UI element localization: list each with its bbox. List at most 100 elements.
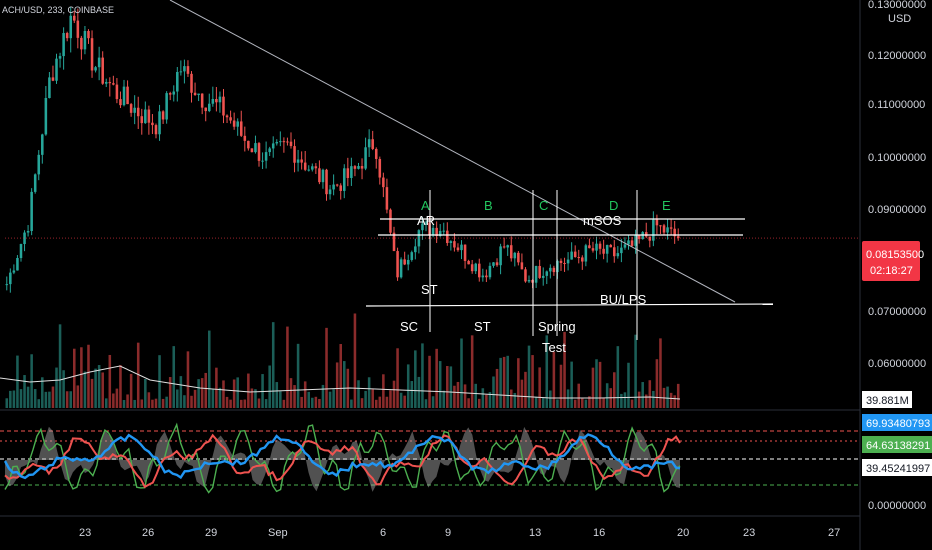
candle-body: [161, 111, 165, 120]
candle-body: [673, 228, 676, 237]
candle-body: [261, 160, 264, 162]
volume-bar: [360, 398, 364, 408]
volume-bar: [303, 381, 307, 408]
candle-body: [151, 122, 154, 126]
volume-bar: [126, 394, 129, 408]
volume-bar: [563, 331, 566, 408]
volume-bar: [438, 361, 442, 408]
candle-body: [314, 166, 318, 169]
candle-body: [613, 247, 616, 257]
candle-body: [346, 168, 350, 178]
volume-bar: [328, 391, 332, 408]
candle-body: [534, 265, 538, 283]
candle-body: [257, 143, 261, 161]
time-tick: 16: [593, 527, 605, 539]
volume-bar: [669, 392, 673, 408]
support-line: [365, 303, 774, 307]
volume-bar: [112, 393, 115, 408]
candle-body: [44, 98, 48, 135]
volume-bar: [488, 392, 492, 408]
candle-body: [311, 166, 314, 170]
candle-body: [573, 251, 577, 258]
volume-bar: [371, 389, 374, 408]
candle-body: [190, 73, 193, 93]
candle-body: [65, 33, 69, 39]
candle-body: [87, 31, 90, 39]
current-price: 0.08153500: [866, 249, 924, 261]
volume-bar: [467, 398, 470, 408]
volume-bar: [513, 392, 517, 408]
volume-bar: [80, 347, 83, 408]
candle-body: [371, 139, 374, 149]
volume-bar: [296, 343, 300, 408]
volume-bar: [172, 346, 176, 408]
candle-body: [595, 243, 598, 251]
volume-bar: [350, 399, 353, 408]
candle-body: [602, 248, 605, 254]
volume-bar: [122, 399, 126, 408]
volume-bar: [435, 348, 438, 408]
candle-body: [76, 20, 80, 38]
volume-bar: [19, 389, 23, 408]
volume-bar: [463, 384, 467, 408]
volume-bar: [232, 379, 236, 408]
time-tick: 6: [380, 527, 386, 539]
candle-body: [563, 262, 566, 264]
volume-bar: [41, 377, 44, 408]
volume-bar: [453, 385, 456, 408]
candle-body: [488, 265, 492, 278]
volume-bar: [51, 386, 55, 408]
candle-body: [16, 258, 19, 271]
price-candles: [5, 6, 860, 293]
candle-body: [279, 141, 282, 143]
candle-body: [136, 107, 140, 117]
candle-body: [414, 246, 417, 253]
volume-bar: [581, 398, 584, 408]
candle-body: [172, 91, 176, 95]
volume-bar: [399, 392, 403, 408]
volume-bar: [65, 391, 69, 408]
volume-bar: [524, 371, 527, 408]
candle-body: [343, 168, 346, 191]
volume-bar: [140, 399, 144, 408]
candle-body: [630, 240, 634, 246]
phase-label-c: C: [539, 198, 548, 213]
candle-body: [271, 143, 275, 149]
candle-body: [364, 147, 367, 169]
candle-body: [506, 245, 509, 248]
volume-bar: [115, 388, 119, 408]
candle-body: [30, 191, 33, 232]
candle-body: [247, 140, 250, 149]
volume-bar: [257, 398, 261, 408]
candle-body: [584, 245, 588, 262]
volume-bar: [534, 396, 538, 408]
candle-body: [176, 71, 179, 92]
candle-body: [115, 84, 119, 100]
candle-body: [37, 154, 41, 175]
candle-body: [581, 257, 584, 262]
volume-bar: [186, 351, 190, 408]
volume-bar: [254, 389, 257, 408]
volume-bar: [634, 334, 637, 408]
label-st-1: ST: [421, 282, 438, 297]
volume-bar: [374, 399, 378, 408]
volume-bar: [520, 379, 524, 408]
phase-label-b: B: [484, 198, 493, 213]
candle-body: [637, 235, 641, 240]
volume-bar: [559, 364, 563, 408]
candle-body: [666, 227, 669, 233]
chart-title: ACH/USD, 233, COINBASE: [2, 5, 114, 15]
candle-body: [222, 96, 225, 116]
candle-body: [200, 93, 204, 108]
candle-body: [236, 121, 239, 127]
volume-bar: [499, 357, 502, 408]
candle-body: [94, 67, 97, 71]
candle-body: [97, 57, 101, 68]
candle-body: [215, 99, 218, 103]
candle-body: [623, 244, 627, 248]
volume-bar: [549, 390, 552, 408]
candle-body: [467, 260, 470, 265]
volume-bar: [87, 344, 90, 408]
volume-bar: [129, 373, 133, 408]
